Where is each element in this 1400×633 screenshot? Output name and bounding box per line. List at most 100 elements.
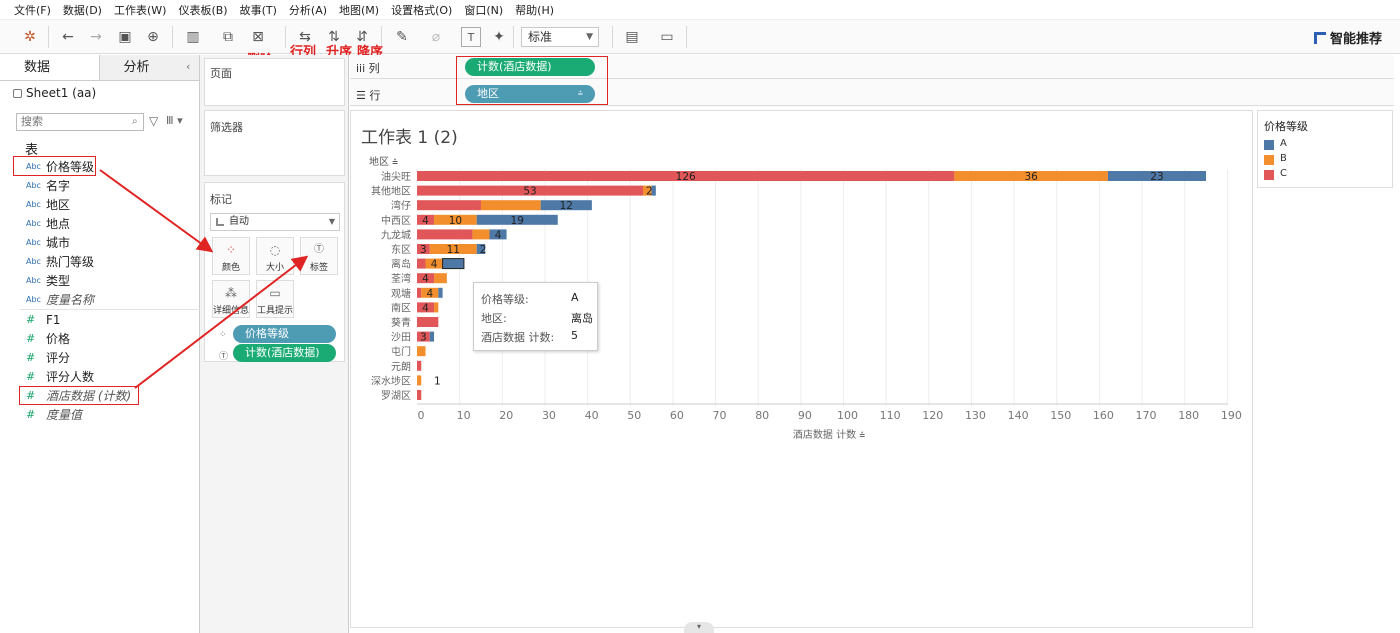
- columns-pill[interactable]: 计数(酒店数据): [465, 58, 595, 76]
- mark-type-select[interactable]: 自动 ▼: [210, 213, 340, 231]
- bar-segment[interactable]: [417, 317, 439, 327]
- menu-item[interactable]: 窗口(N): [464, 3, 504, 17]
- menu-item[interactable]: 故事(T): [239, 3, 277, 17]
- bar-segment[interactable]: [434, 273, 447, 284]
- bottom-handle-icon[interactable]: ▾: [684, 622, 714, 633]
- color-button[interactable]: ⁘ 颜色: [212, 237, 250, 275]
- rows-shelf[interactable]: ☰ 行 地区 ⩮: [350, 82, 1394, 106]
- search-input[interactable]: [16, 113, 144, 131]
- tableau-logo-icon[interactable]: ✲: [24, 29, 36, 45]
- bar-segment[interactable]: [417, 244, 430, 254]
- menu-item[interactable]: 分析(A): [288, 3, 328, 17]
- bar-segment[interactable]: [417, 302, 435, 313]
- show-cards-icon[interactable]: ▤: [625, 29, 639, 45]
- chevron-down-icon: ▼: [586, 32, 593, 42]
- field-name: 地区: [46, 198, 71, 212]
- duplicate-sheet-icon[interactable]: ⧉: [223, 29, 233, 45]
- tab-data[interactable]: 数据: [0, 55, 100, 80]
- menu-item[interactable]: 设置格式(O): [391, 3, 453, 17]
- columns-shelf[interactable]: iii 列 计数(酒店数据): [350, 55, 1394, 79]
- bar-segment[interactable]: [476, 214, 558, 225]
- menu-item[interactable]: 数据(D): [62, 3, 102, 17]
- fit-select[interactable]: 标准 ▼: [521, 27, 599, 47]
- bar-segment[interactable]: [417, 171, 955, 181]
- detail-button[interactable]: ⁂ 详细信息: [212, 280, 250, 318]
- new-datasource-icon[interactable]: ⊕: [147, 29, 159, 45]
- bar-segment[interactable]: [438, 287, 443, 298]
- size-button[interactable]: ◌ 大小: [256, 237, 294, 275]
- pages-card[interactable]: 页面: [204, 58, 345, 106]
- presentation-mode-icon[interactable]: ▭: [660, 29, 674, 45]
- menu-item[interactable]: 仪表板(B): [178, 3, 228, 17]
- bar-segment[interactable]: [954, 171, 1108, 181]
- collapse-pane-icon[interactable]: ‹: [186, 60, 191, 73]
- bar-segment[interactable]: [651, 185, 656, 196]
- redo-icon[interactable]: →: [90, 29, 102, 45]
- bar-segment[interactable]: [421, 287, 439, 298]
- sort-descending-icon[interactable]: ⇵: [356, 29, 368, 45]
- data-label: 3: [420, 244, 427, 256]
- bar-segment[interactable]: [643, 185, 652, 196]
- bar-segment[interactable]: [417, 229, 473, 240]
- bar-segment[interactable]: [417, 287, 422, 298]
- data-label: 4: [431, 259, 438, 271]
- legend-title: 价格等级: [1264, 120, 1308, 133]
- bar-segment[interactable]: [417, 214, 435, 225]
- tooltip-value: 5: [571, 329, 578, 342]
- marks-pill-price-level[interactable]: 价格等级: [233, 325, 336, 343]
- menu-item[interactable]: 帮助(H): [515, 3, 555, 17]
- field-name: 热门等级: [46, 255, 95, 269]
- filter-icon[interactable]: ▽: [149, 114, 159, 128]
- bar-segment[interactable]: [489, 229, 507, 240]
- view-options-icon[interactable]: Ⅲ ▾: [166, 114, 183, 127]
- bar-segment[interactable]: [442, 258, 465, 270]
- bar-segment[interactable]: [540, 200, 592, 211]
- bar-segment[interactable]: [417, 273, 435, 284]
- save-icon[interactable]: ▣: [118, 29, 132, 45]
- bar-segment[interactable]: [434, 302, 439, 313]
- highlight-icon[interactable]: ✎: [396, 29, 408, 45]
- x-tick-label: 180: [1178, 409, 1199, 422]
- tooltip-button[interactable]: ▭ 工具提示: [256, 280, 294, 318]
- fix-axes-icon[interactable]: ✦: [493, 29, 505, 45]
- bar-segment[interactable]: [417, 200, 481, 211]
- bar-segment[interactable]: [434, 214, 477, 225]
- sort-ascending-icon[interactable]: ⇅: [328, 29, 340, 45]
- menu-item[interactable]: 工作表(W): [113, 3, 167, 17]
- marks-pill-hotel-count[interactable]: 计数(酒店数据): [233, 344, 336, 362]
- smart-recommend-button[interactable]: 智能推荐: [1313, 28, 1382, 47]
- bar-segment[interactable]: [417, 390, 422, 400]
- menu-item[interactable]: 文件(F): [14, 3, 51, 17]
- data-label: 4: [495, 229, 502, 241]
- bar-segment[interactable]: [480, 200, 541, 211]
- bar-segment[interactable]: [417, 185, 644, 196]
- label-button[interactable]: Ⓣ 标签: [300, 237, 338, 275]
- bar-segment[interactable]: [425, 258, 443, 269]
- clear-sheet-icon[interactable]: ⊠: [252, 29, 264, 45]
- bar-segment[interactable]: [417, 346, 426, 357]
- filters-card[interactable]: 筛选器: [204, 110, 345, 176]
- bar-segment[interactable]: [1107, 171, 1207, 181]
- menu-item[interactable]: 地图(M): [339, 3, 380, 17]
- swap-rows-columns-icon[interactable]: ⇆: [299, 29, 311, 45]
- bar-segment[interactable]: [417, 258, 426, 269]
- bar-segment[interactable]: [476, 244, 486, 254]
- new-sheet-icon[interactable]: ▥: [186, 29, 200, 45]
- bar-segment[interactable]: [417, 375, 422, 386]
- category-label: 南区: [391, 301, 411, 314]
- undo-icon[interactable]: ←: [62, 29, 74, 45]
- data-source[interactable]: Sheet1 (aa): [0, 81, 199, 105]
- smart-recommend-icon: [1313, 31, 1326, 44]
- tooltip-key: 价格等级:: [481, 293, 529, 306]
- rows-pill[interactable]: 地区 ⩮: [465, 85, 595, 103]
- tab-analysis[interactable]: 分析: [123, 60, 150, 75]
- bar-segment[interactable]: [429, 331, 435, 342]
- bar-segment[interactable]: [417, 360, 422, 371]
- filters-card-title: 筛选器: [210, 121, 243, 134]
- bar-segment[interactable]: [472, 229, 490, 240]
- show-mark-labels-icon[interactable]: T: [461, 27, 481, 47]
- group-icon[interactable]: ⌀: [431, 29, 441, 45]
- bar-segment[interactable]: [417, 331, 430, 342]
- bar-segment[interactable]: [429, 244, 477, 254]
